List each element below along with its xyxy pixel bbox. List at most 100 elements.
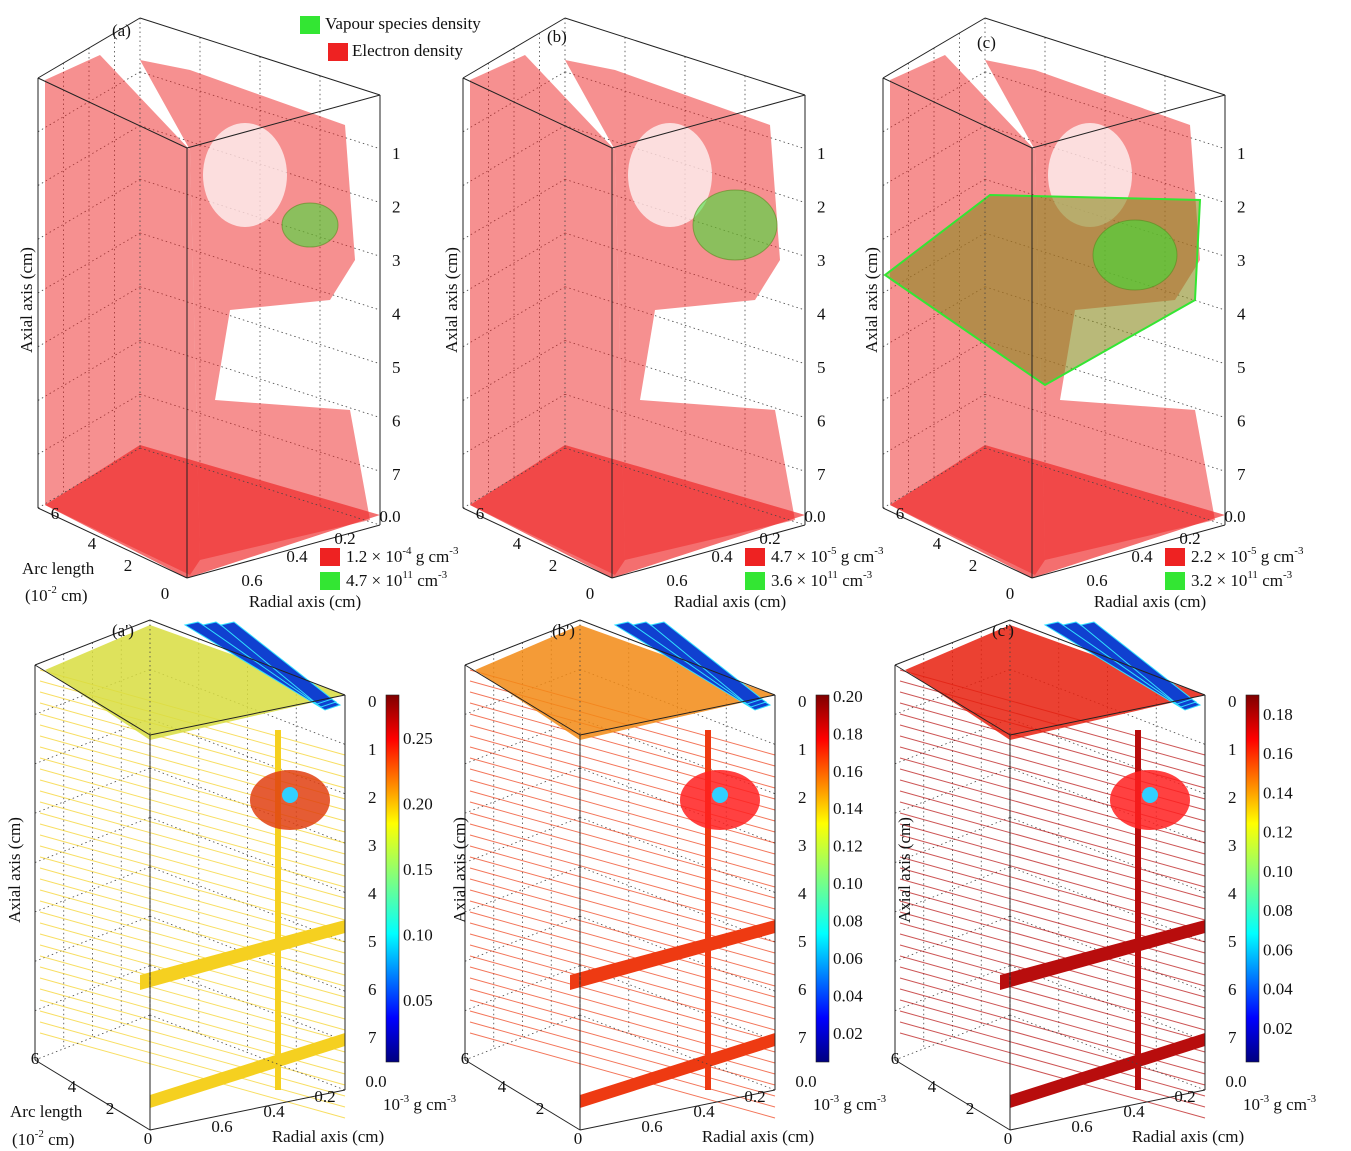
colorbar-tick-label: 0.12: [833, 837, 863, 856]
contour-line: [40, 912, 345, 997]
axial-tick-label: 6: [1228, 980, 1237, 999]
colorbar-tick-label: 0.18: [1263, 705, 1293, 724]
axis-label: Axial axis (cm): [5, 817, 24, 923]
contour-line: [40, 857, 345, 942]
contour-line: [900, 846, 1205, 931]
radial-tick-label: 0.2: [759, 529, 780, 548]
arc-tick-label: 2: [536, 1099, 545, 1118]
arc-tick-label: 4: [513, 534, 522, 553]
contour-line: [470, 857, 775, 942]
superscript: 11: [1247, 569, 1258, 581]
contour-line: [470, 824, 775, 909]
contour-line: [470, 1000, 775, 1085]
text-part: 10: [383, 1095, 400, 1114]
superscript: -3: [863, 569, 873, 581]
arc-tick-label: 0: [144, 1129, 153, 1148]
colorbar-unit: 10-3 g cm-3: [1243, 1093, 1317, 1114]
density-peak-core: [282, 787, 298, 803]
isosurface-value: 3.2 × 1011 cm-3: [1191, 569, 1293, 590]
colorbar-tick-label: 0.08: [833, 912, 863, 931]
colorbar-tick-label: 0.15: [403, 860, 433, 879]
axial-tick-label: 3: [798, 836, 807, 855]
radial-tick-label: 0.4: [286, 547, 308, 566]
axial-tick-label: 7: [817, 465, 826, 484]
legend-swatch: [328, 43, 348, 61]
axial-tick-label: 4: [1237, 304, 1246, 323]
panel-label: (a): [112, 21, 131, 40]
colorbar-tick-label: 0.10: [403, 925, 433, 944]
radial-tick-label: 0.0: [1224, 507, 1245, 526]
panel-label: (a'): [112, 621, 134, 640]
axial-tick-label: 3: [1237, 251, 1246, 270]
axial-tick-label: 7: [1237, 465, 1246, 484]
legend-swatch: [1165, 572, 1185, 590]
legend-swatch: [745, 572, 765, 590]
contour-line: [40, 1033, 345, 1118]
radial-tick-label: 0.4: [263, 1102, 285, 1121]
superscript: 11: [402, 569, 413, 581]
radial-tick-label: 0.0: [804, 507, 825, 526]
contour-line: [470, 945, 775, 1030]
axial-tick-label: 6: [817, 411, 826, 430]
arc-tick-label: 4: [498, 1077, 507, 1096]
contour-line: [900, 1033, 1205, 1118]
radial-tick-label: 0.2: [744, 1087, 765, 1106]
contour-line: [900, 824, 1205, 909]
arc-tick-label: 2: [969, 556, 978, 575]
axial-tick-label: 6: [368, 980, 377, 999]
contour-line: [40, 879, 345, 964]
text-part: 3.2 × 10: [1191, 571, 1247, 590]
vapour-isosurface: [693, 190, 777, 260]
radial-tick-label: 0.6: [1086, 571, 1107, 590]
superscript: -2: [35, 1128, 44, 1140]
text-part: g cm: [1257, 547, 1295, 566]
text-part: (10: [12, 1130, 35, 1149]
radial-tick-label: 0.4: [711, 547, 733, 566]
text-part: g cm: [1269, 1095, 1307, 1114]
isosurface-value: 2.2 × 10-5 g cm-3: [1191, 545, 1304, 566]
box-edge: [465, 1060, 580, 1130]
vapour-isosurface: [1093, 220, 1177, 290]
colorbar-tick-label: 0.10: [833, 874, 863, 893]
colorbar-tick-label: 0.12: [1263, 823, 1293, 842]
grid-line: [895, 768, 1010, 813]
text-part: 10: [813, 1095, 830, 1114]
arc-tick-label: 0: [1006, 584, 1015, 603]
radial-tick-label: 0.4: [693, 1102, 715, 1121]
radial-tick-label: 0.0: [1225, 1072, 1246, 1091]
colorbar-tick-label: 0.20: [833, 687, 863, 706]
radial-tick-label: 0.4: [1131, 547, 1153, 566]
axial-tick-label: 5: [368, 932, 377, 951]
axial-tick-label: 1: [368, 740, 377, 759]
axis-label: Axial axis (cm): [862, 247, 881, 353]
arc-tick-label: 6: [31, 1049, 40, 1068]
text-part: g cm: [837, 547, 875, 566]
radial-tick-label: 0.0: [795, 1072, 816, 1091]
radial-tick-label: 0.2: [314, 1087, 335, 1106]
colorbar-tick-label: 0.16: [1263, 744, 1293, 763]
vapour-isosurface: [282, 203, 338, 247]
superscript: -3: [1307, 1093, 1317, 1105]
contour-line: [40, 846, 345, 931]
panel-label: (b): [547, 27, 567, 46]
arc-tick-label: 2: [966, 1099, 975, 1118]
contour-line: [900, 835, 1205, 920]
text-part: (10: [25, 586, 48, 605]
axis-label: Radial axis (cm): [1132, 1127, 1244, 1146]
colorbar-tick-label: 0.20: [403, 794, 433, 813]
axial-tick-label: 1: [817, 144, 826, 163]
contour-line: [40, 824, 345, 909]
axial-tick-label: 7: [368, 1028, 377, 1047]
arc-tick-label: 6: [891, 1049, 900, 1068]
arc-tick-label: 4: [68, 1077, 77, 1096]
colorbar-tick-label: 0.06: [1263, 940, 1293, 959]
panel-label: (c): [977, 33, 996, 52]
text-part: 3.6 × 10: [771, 571, 827, 590]
axial-tick-label: 4: [817, 304, 826, 323]
isosurface-value: 1.2 × 10-4 g cm-3: [346, 545, 459, 566]
colorbar-unit: 10-3 g cm-3: [813, 1093, 887, 1114]
axis-label: Arc length: [22, 559, 95, 578]
contour-line: [470, 912, 775, 997]
text-part: 10: [1243, 1095, 1260, 1114]
isosurface-value: 4.7 × 1011 cm-3: [346, 569, 448, 590]
